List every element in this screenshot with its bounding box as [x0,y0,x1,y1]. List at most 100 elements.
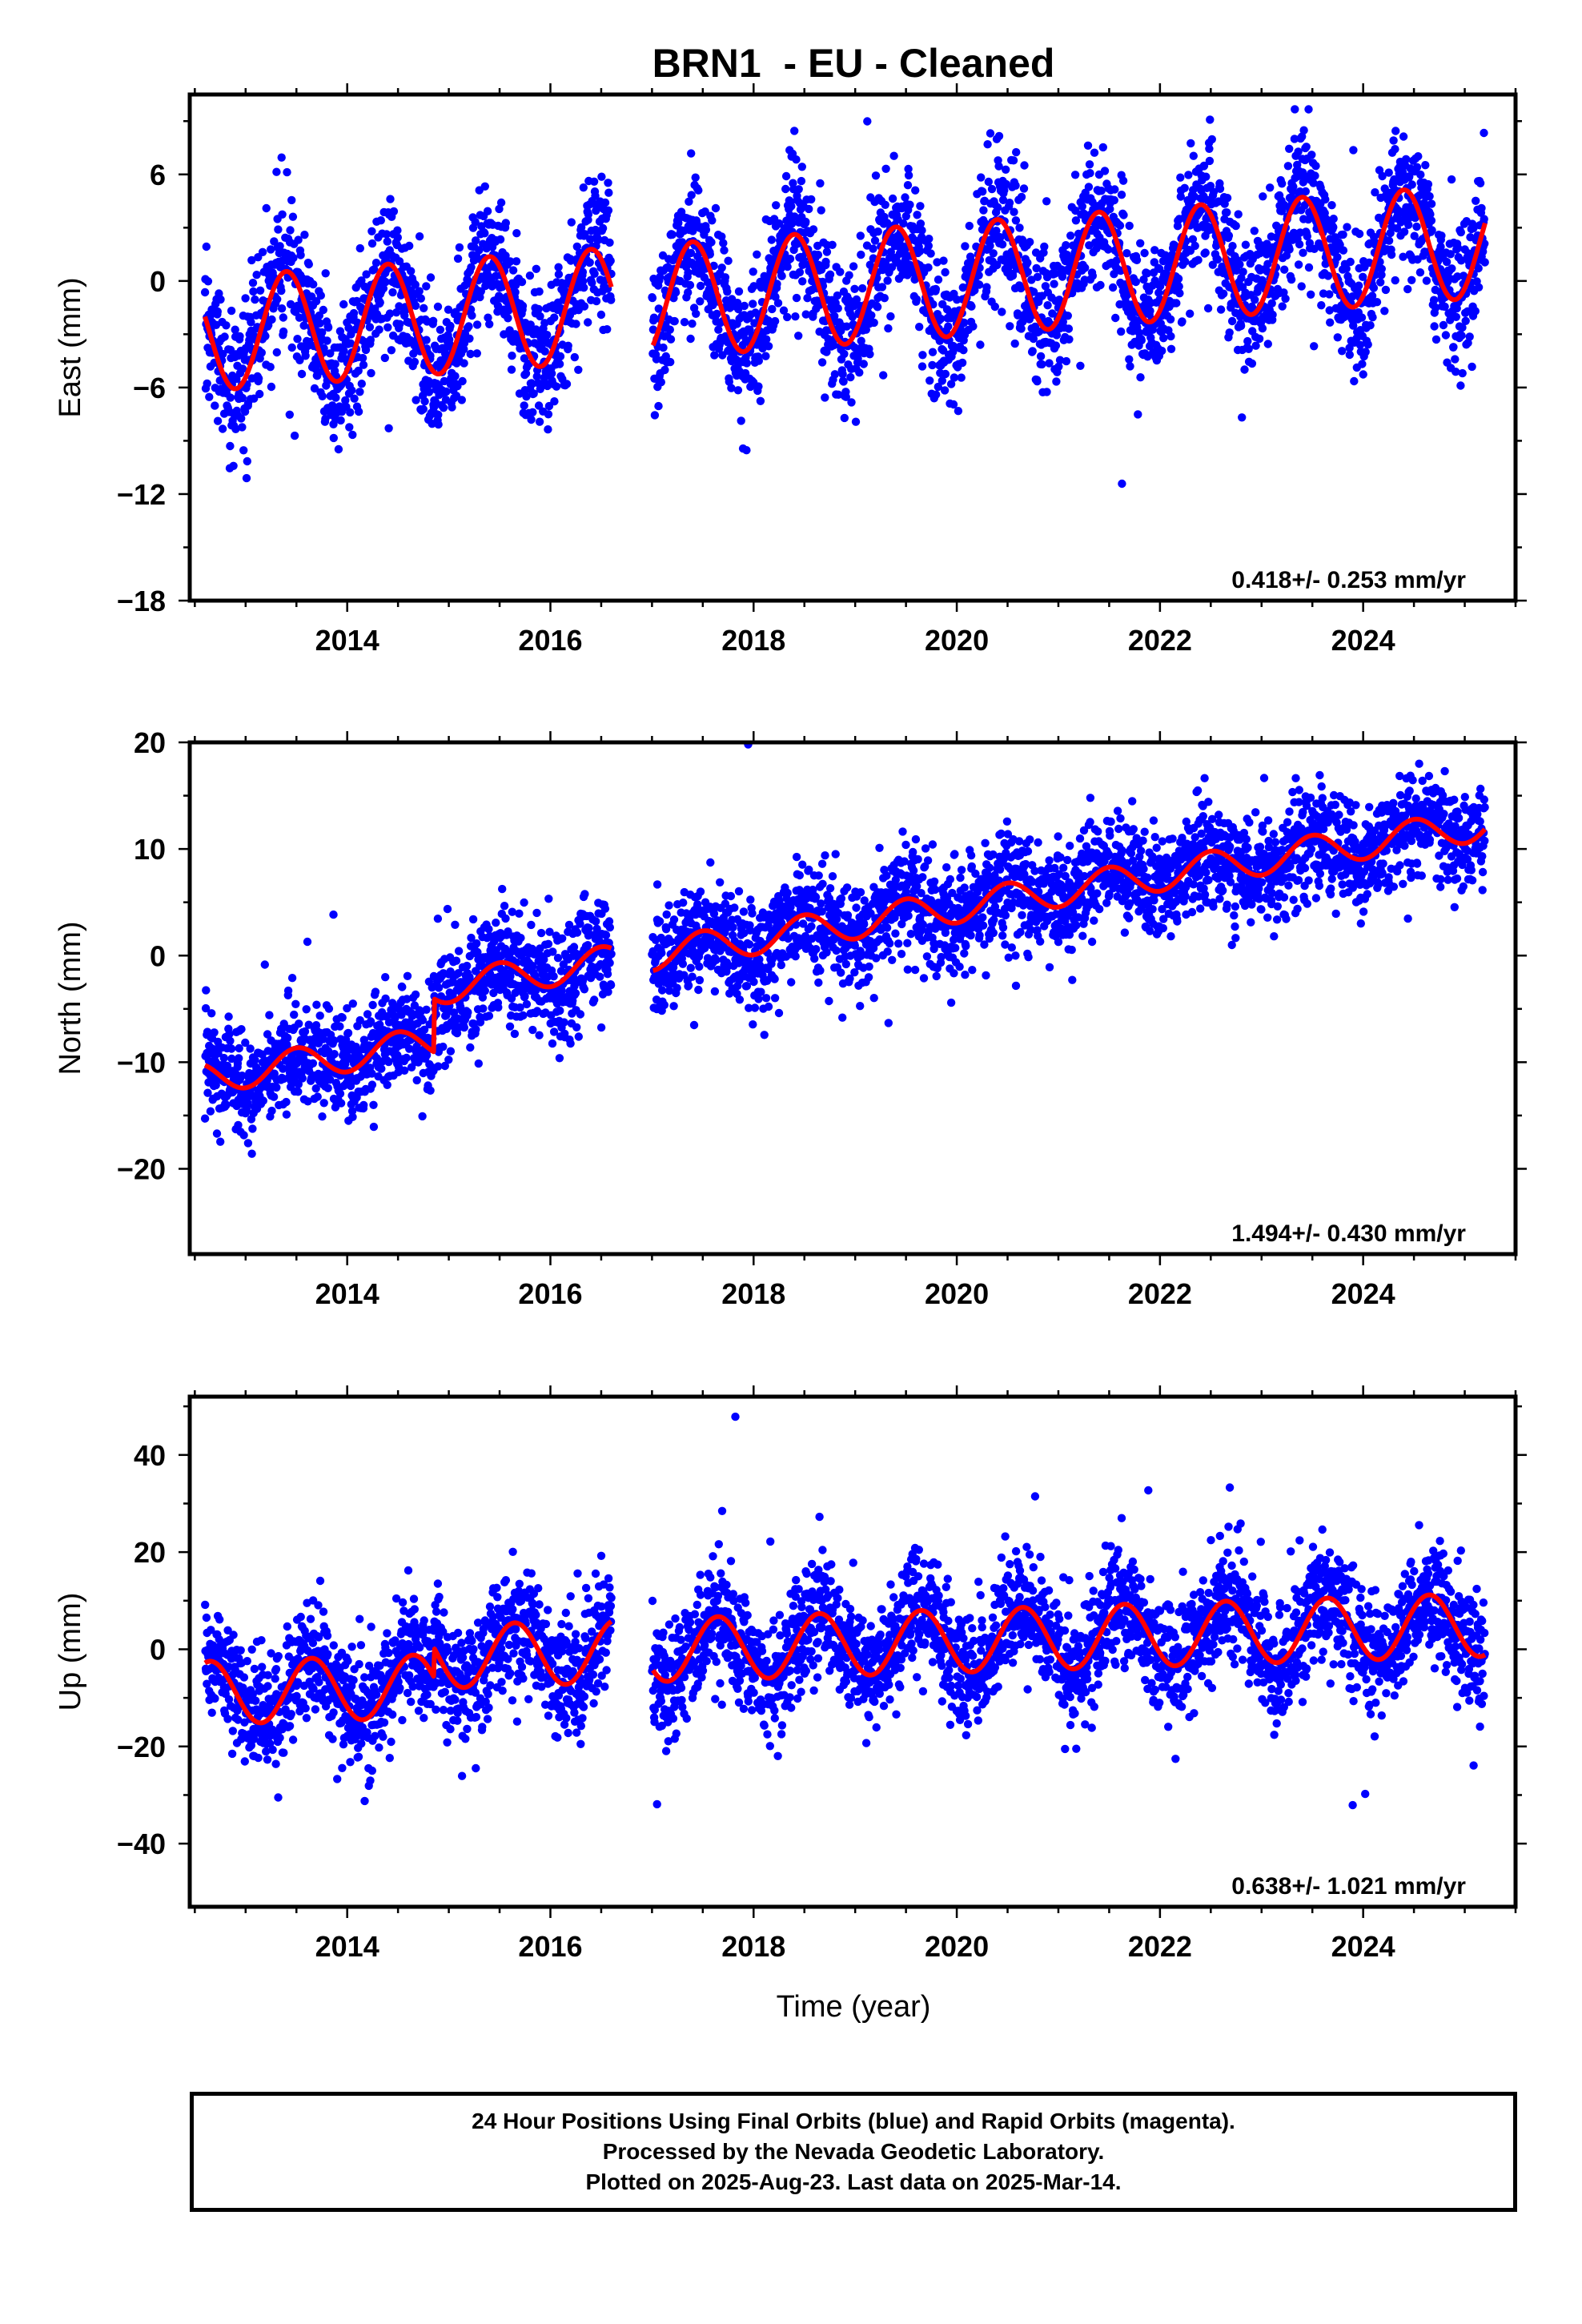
data-point [592,917,600,926]
data-point [1258,324,1267,333]
data-point [884,324,893,333]
data-point [295,1019,303,1028]
data-point [749,300,757,308]
data-point [1180,183,1189,192]
data-point [522,999,532,1009]
data-point [1115,221,1125,230]
data-point [564,920,574,930]
data-point [369,1122,379,1132]
data-point [1437,231,1446,240]
data-point [247,1149,256,1158]
data-point [354,366,363,376]
data-point [270,1069,279,1078]
data-point [1119,211,1128,219]
data-point [371,987,380,996]
data-point [1361,348,1370,356]
data-point [227,306,236,316]
data-point [1392,224,1402,233]
data-point [686,334,695,344]
data-point [883,219,892,227]
data-point [1369,283,1379,292]
data-point [1447,175,1456,184]
data-point [903,181,913,190]
data-point [916,202,925,211]
data-point [202,986,211,995]
data-point [570,352,579,362]
data-point [543,972,552,981]
data-point [454,947,464,955]
data-point [836,267,845,276]
data-point [603,970,612,979]
data-point [251,295,259,304]
data-point [1355,281,1363,290]
data-point [367,368,375,378]
data-point [590,269,599,278]
data-point [1043,301,1052,310]
data-point [1329,223,1338,231]
data-point [579,183,588,192]
data-point [375,325,383,334]
data-point [1201,248,1210,257]
data-point [889,151,898,160]
data-point [1191,241,1199,251]
data-point [1387,250,1396,259]
data-point [550,313,559,322]
data-point [1227,316,1237,326]
data-point [1176,173,1185,182]
data-point [344,324,353,332]
data-point [773,279,781,288]
data-point [1125,221,1134,231]
data-point [1294,260,1303,269]
data-point [721,273,730,282]
data-point [998,240,1007,249]
data-point [696,281,705,291]
data-point [379,284,388,293]
data-point [323,323,333,332]
data-point [318,392,327,400]
x-tick-label: 2016 [518,624,582,657]
data-point [795,267,805,277]
data-point [1325,290,1334,299]
data-point [1029,334,1038,344]
data-point [685,280,695,290]
data-point [484,313,492,322]
data-point [1263,259,1272,268]
data-point [534,304,543,314]
data-point [496,235,505,244]
data-point [1020,161,1029,170]
data-point [303,1097,312,1106]
data-point [1375,257,1384,267]
data-point [779,306,789,315]
data-point [250,394,259,403]
data-point [291,999,300,1009]
data-point [1009,156,1018,165]
data-point [485,320,494,328]
data-point [472,320,482,329]
data-point [668,230,677,239]
data-point [928,360,937,370]
data-point [589,177,599,186]
data-point [1412,163,1422,171]
data-point [1277,207,1287,215]
data-point [304,259,313,269]
data-point [294,1080,303,1089]
data-point [203,277,213,286]
data-point [520,401,528,410]
data-point [426,273,436,282]
data-point [370,265,379,274]
data-point [870,236,880,245]
data-point [237,1025,246,1034]
data-point [983,140,992,149]
data-point [422,336,431,344]
data-point [648,293,657,303]
data-point [939,256,948,265]
data-point [431,397,440,406]
data-point [717,263,726,272]
data-point [1175,289,1184,298]
data-point [1190,192,1199,201]
data-point [375,298,384,307]
data-point [532,986,540,995]
data-point [334,444,343,454]
data-point [282,1110,291,1119]
data-point [466,349,475,359]
